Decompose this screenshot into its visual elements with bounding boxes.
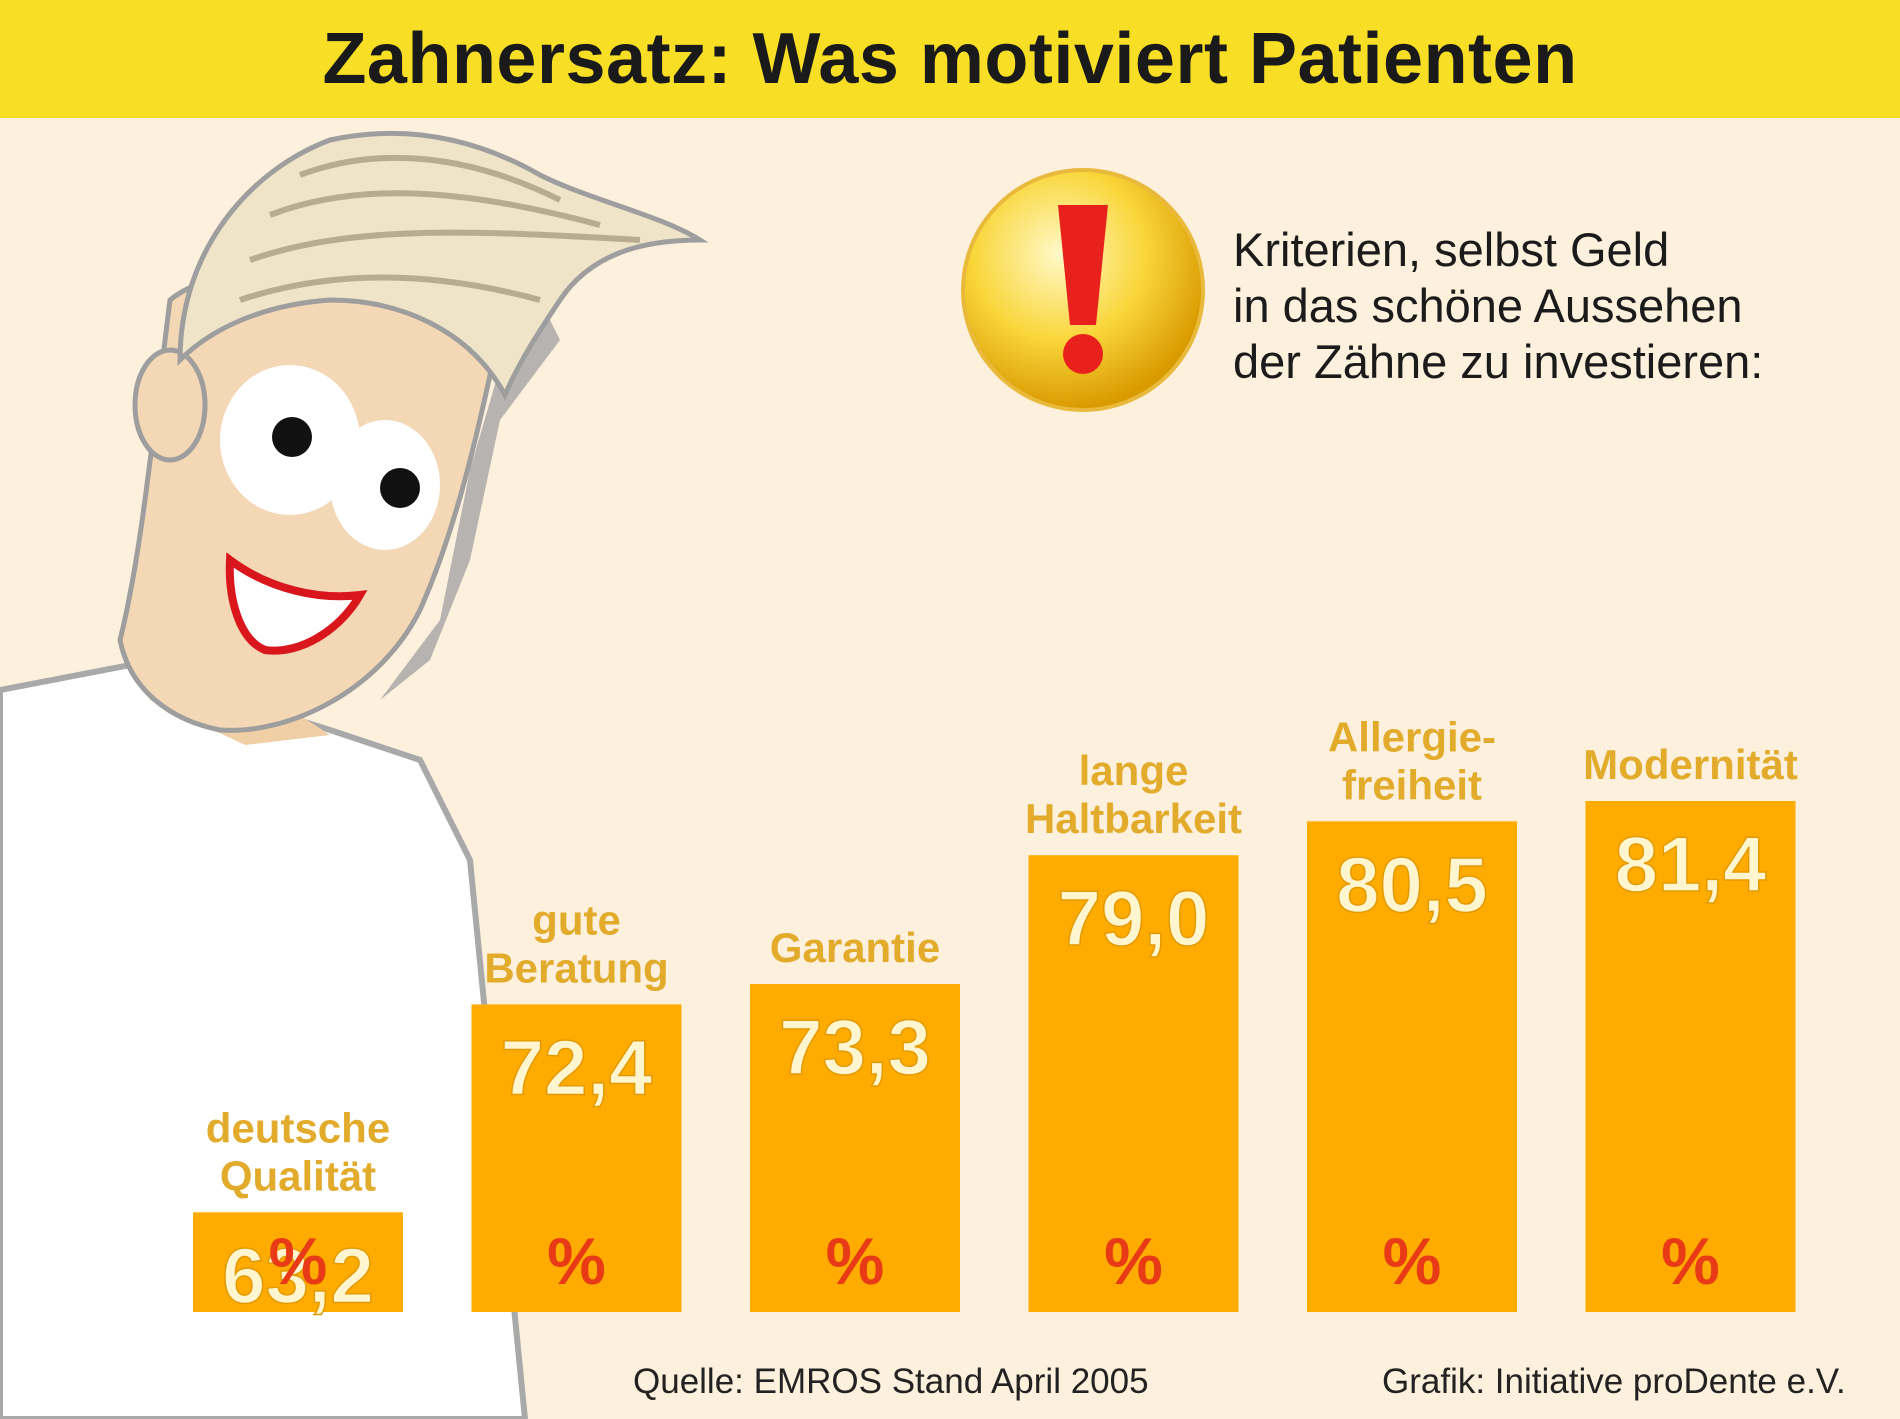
bar-2	[471, 1004, 682, 1312]
subtitle-line-3: der Zähne zu investieren:	[1233, 335, 1764, 388]
source-note: Quelle: EMROS Stand April 2005	[633, 1362, 1149, 1401]
subtitle-line-2: in das schöne Aussehen	[1233, 279, 1743, 332]
percent-sign-4: %	[1104, 1224, 1163, 1298]
bar-1	[193, 1212, 403, 1312]
category-label-2-line-2: Beratung	[484, 944, 668, 991]
subtitle-line-1: Kriterien, selbst Geld	[1233, 223, 1670, 276]
bar-value-label-1: 63,2	[222, 1231, 374, 1319]
category-label-1-line-1: deutsche	[206, 1104, 390, 1151]
bar-6	[1585, 801, 1796, 1312]
credit-note: Grafik: Initiative proDente e.V.	[1382, 1362, 1846, 1401]
character-left-pupil	[272, 417, 312, 457]
character-hair-strands	[239, 154, 641, 303]
bar-value-label-2: 72,4	[501, 1023, 653, 1111]
percent-sign-2: %	[547, 1224, 606, 1298]
bar-value-label-3: 73,3	[779, 1003, 931, 1091]
category-label-4-line-2: Haltbarkeit	[1025, 795, 1242, 842]
bar-3	[750, 984, 960, 1312]
title-banner: Zahnersatz: Was motiviert Patienten	[0, 0, 1900, 118]
category-label-2-line-1: gute	[532, 896, 621, 943]
category-label-4-line-1: lange	[1079, 747, 1189, 794]
character-hair	[177, 130, 709, 401]
percent-sign-1: %	[269, 1224, 328, 1298]
bar-value-label-5: 80,5	[1336, 840, 1488, 928]
percent-sign-6: %	[1661, 1224, 1720, 1298]
exclamation-icon	[1058, 205, 1108, 325]
character-ear	[132, 347, 208, 463]
exclamation-badge	[961, 168, 1205, 412]
cartoon-character-illustration	[0, 130, 709, 1419]
category-label-5-line-2: freiheit	[1342, 761, 1482, 808]
percent-sign-3: %	[826, 1224, 885, 1298]
bar-value-label-6: 81,4	[1615, 820, 1767, 908]
percent-sign-5: %	[1383, 1224, 1442, 1298]
category-label-3-line-1: Garantie	[770, 924, 940, 971]
bar-value-label-4: 79,0	[1058, 874, 1210, 962]
character-right-pupil	[380, 468, 420, 508]
bar-4	[1028, 855, 1239, 1312]
chart-subtitle: Kriterien, selbst Geld in das schöne Aus…	[1233, 222, 1873, 390]
bar-5	[1307, 821, 1517, 1312]
character-mouth	[225, 552, 368, 655]
category-label-1-line-2: Qualität	[220, 1152, 376, 1199]
category-label-6-line-1: Modernität	[1583, 741, 1798, 788]
chart-title: Zahnersatz: Was motiviert Patienten	[322, 19, 1578, 99]
category-label-5-line-1: Allergie-	[1328, 713, 1496, 760]
